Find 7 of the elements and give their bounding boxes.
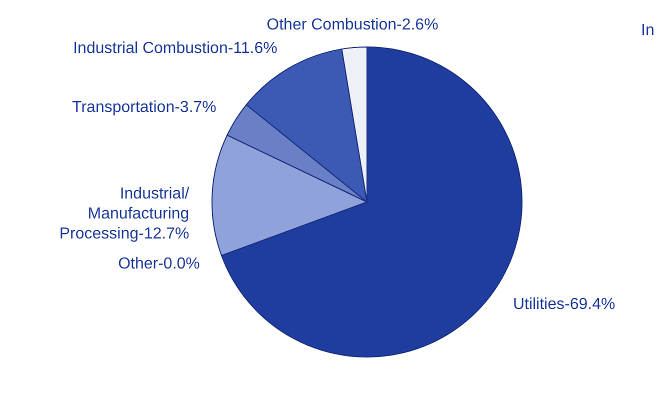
slice-label: Industrial/ Manufacturing Processing-12.7% bbox=[59, 186, 190, 243]
slice-label: Industrial Combustion-11.6% bbox=[73, 40, 278, 58]
text: In bbox=[641, 22, 654, 39]
slice-label: Transportation-3.7% bbox=[72, 99, 216, 116]
slice-label: Utilities-69.4% bbox=[512, 296, 616, 313]
category-label: Other-0.0% bbox=[118, 255, 200, 272]
slice-label: Other Combustion-2.6% bbox=[266, 16, 438, 34]
